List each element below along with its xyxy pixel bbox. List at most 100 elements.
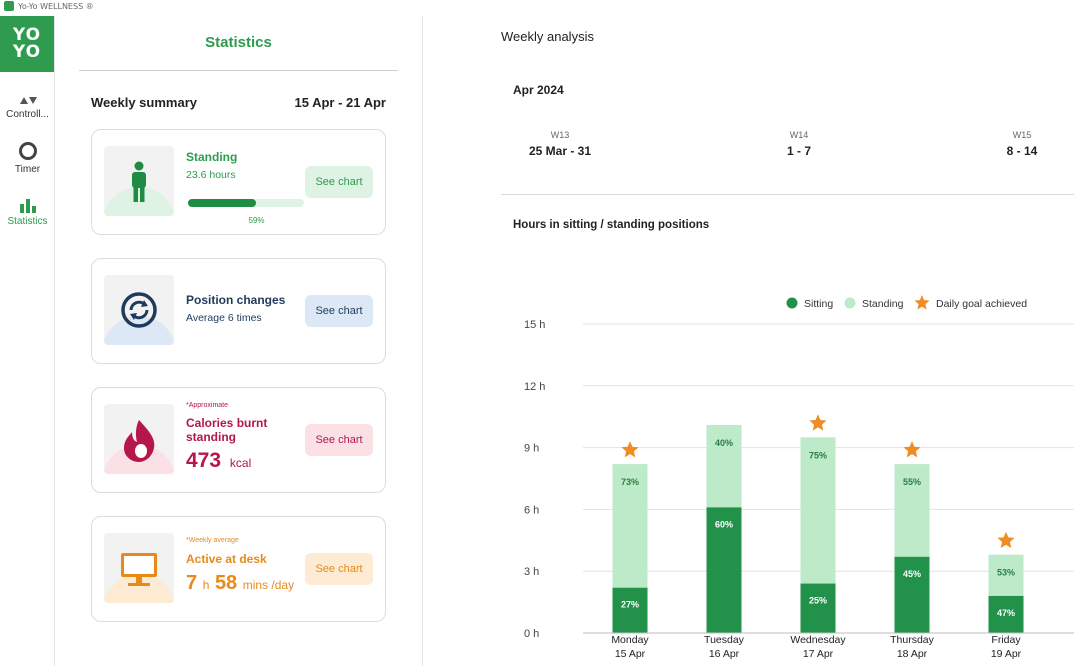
desk-illustration bbox=[104, 533, 174, 603]
y-tick-label: 6 h bbox=[524, 504, 539, 516]
y-tick-label: 15 h bbox=[524, 319, 545, 331]
bar-standing bbox=[706, 424, 742, 508]
x-tick-day-label: Friday bbox=[991, 634, 1021, 646]
bar-sitting bbox=[612, 587, 648, 633]
week-number: W14 bbox=[789, 130, 809, 140]
x-tick-day-label: Wednesday bbox=[790, 634, 846, 646]
bar-sitting bbox=[800, 583, 836, 633]
standing-percent-label: 75% bbox=[809, 450, 827, 460]
x-tick-day-label: Thursday bbox=[890, 634, 935, 646]
legend-goal-label: Daily goal achieved bbox=[936, 298, 1027, 310]
monitor-icon bbox=[104, 553, 174, 603]
bar-chart-icon bbox=[19, 199, 36, 213]
position-see-chart-button[interactable]: See chart bbox=[305, 295, 373, 327]
goal-star-icon bbox=[809, 414, 827, 431]
position-change-icon bbox=[104, 292, 174, 345]
calories-note: *Approximate bbox=[186, 402, 229, 409]
logo-line-2: YO bbox=[12, 42, 42, 62]
panel-separator bbox=[422, 16, 423, 666]
legend-sitting-marker bbox=[786, 297, 798, 309]
nav-item-controller[interactable]: Controll... bbox=[0, 94, 55, 120]
chart-title: Hours in sitting / standing positions bbox=[513, 219, 710, 231]
standing-card: Standing 23.6 hours 59% See chart bbox=[91, 129, 386, 235]
week-range: 1 - 7 bbox=[786, 144, 811, 158]
analysis-divider bbox=[501, 194, 1074, 195]
x-tick-date-label: 15 Apr bbox=[615, 648, 646, 660]
standing-illustration bbox=[104, 146, 174, 216]
standing-progress-label: 59% bbox=[248, 216, 265, 225]
desk-minutes: 58 bbox=[214, 572, 238, 594]
desk-time-value: 7 h 58 mins /day bbox=[186, 572, 294, 595]
week-tab-w14[interactable]: W14 1 - 7 bbox=[739, 130, 859, 158]
standing-see-chart-button[interactable]: See chart bbox=[305, 166, 373, 198]
desk-note: *Weekly average bbox=[186, 537, 239, 544]
standing-title: Standing bbox=[186, 150, 238, 164]
week-number: W13 bbox=[550, 130, 570, 140]
calories-value: 473 kcal bbox=[186, 449, 251, 473]
nav-label-controller: Controll... bbox=[6, 109, 49, 120]
weekly-analysis-title: Weekly analysis bbox=[501, 29, 594, 44]
desk-hours: 7 bbox=[186, 572, 198, 594]
standing-progress-bar bbox=[188, 199, 304, 207]
x-tick-date-label: 18 Apr bbox=[897, 648, 928, 660]
app-icon bbox=[4, 1, 14, 11]
active-at-desk-card: *Weekly average Active at desk 7 h 58 mi… bbox=[91, 516, 386, 622]
ring-icon bbox=[18, 142, 37, 160]
sitting-percent-label: 60% bbox=[715, 519, 733, 529]
nav-item-statistics[interactable]: Statistics bbox=[0, 197, 55, 227]
up-down-arrows-icon bbox=[19, 97, 37, 104]
x-tick-day-label: Tuesday bbox=[704, 634, 745, 646]
goal-star-icon bbox=[621, 441, 639, 458]
desk-hours-unit: h bbox=[202, 578, 210, 592]
side-nav: YO YO Controll... Timer Statistics bbox=[0, 16, 55, 666]
y-tick-label: 0 h bbox=[524, 628, 539, 640]
yoyo-logo: YO YO bbox=[0, 16, 54, 72]
legend-standing-marker bbox=[844, 297, 856, 309]
month-label: Apr 2024 bbox=[513, 83, 564, 97]
x-tick-date-label: 17 Apr bbox=[803, 648, 834, 660]
standing-percent-label: 55% bbox=[903, 477, 921, 487]
week-number: W15 bbox=[1012, 130, 1032, 140]
logo-line-1: YO bbox=[12, 25, 42, 45]
calories-illustration bbox=[104, 404, 174, 474]
standing-percent-label: 53% bbox=[997, 568, 1015, 578]
sitting-percent-label: 45% bbox=[903, 569, 921, 579]
goal-star-icon bbox=[903, 441, 921, 458]
position-changes-title: Position changes bbox=[186, 293, 286, 307]
desk-minutes-unit: mins /day bbox=[242, 578, 295, 592]
nav-label-statistics: Statistics bbox=[7, 216, 48, 227]
x-tick-day-label: Monday bbox=[611, 634, 649, 646]
weekly-summary-range: 15 Apr - 21 Apr bbox=[294, 95, 386, 110]
sitting-percent-label: 27% bbox=[621, 600, 639, 610]
window-title: Yo-Yo WELLNESS ® bbox=[18, 1, 94, 11]
bar-standing bbox=[988, 554, 1024, 596]
bar-standing bbox=[800, 437, 836, 584]
bar-sitting bbox=[894, 556, 930, 633]
nav-label-timer: Timer bbox=[14, 164, 41, 175]
standing-hours: 23.6 hours bbox=[186, 169, 236, 181]
desk-title: Active at desk bbox=[186, 552, 267, 566]
bar-sitting bbox=[706, 507, 742, 633]
legend-goal-star-icon bbox=[914, 295, 930, 310]
flame-icon bbox=[104, 420, 174, 474]
statistics-title: Statistics bbox=[205, 34, 272, 51]
calories-number: 473 bbox=[186, 449, 222, 472]
nav-item-timer[interactable]: Timer bbox=[0, 141, 55, 175]
legend-standing-label: Standing bbox=[862, 298, 904, 310]
goal-star-icon bbox=[997, 531, 1015, 548]
calories-card: *Approximate Calories burnt standing 473… bbox=[91, 387, 386, 493]
week-tab-w15[interactable]: W15 8 - 14 bbox=[962, 130, 1074, 158]
sitting-percent-label: 47% bbox=[997, 608, 1015, 618]
week-tab-w13[interactable]: W13 25 Mar - 31 bbox=[500, 130, 620, 158]
statistics-divider bbox=[79, 70, 398, 71]
standing-person-icon bbox=[104, 161, 174, 216]
sitting-percent-label: 25% bbox=[809, 596, 827, 606]
calories-see-chart-button[interactable]: See chart bbox=[305, 424, 373, 456]
y-tick-label: 9 h bbox=[524, 443, 539, 455]
y-tick-label: 12 h bbox=[524, 381, 545, 393]
week-range: 8 - 14 bbox=[1006, 144, 1038, 158]
position-illustration bbox=[104, 275, 174, 345]
desk-see-chart-button[interactable]: See chart bbox=[305, 553, 373, 585]
weekly-summary-label: Weekly summary bbox=[91, 95, 197, 110]
